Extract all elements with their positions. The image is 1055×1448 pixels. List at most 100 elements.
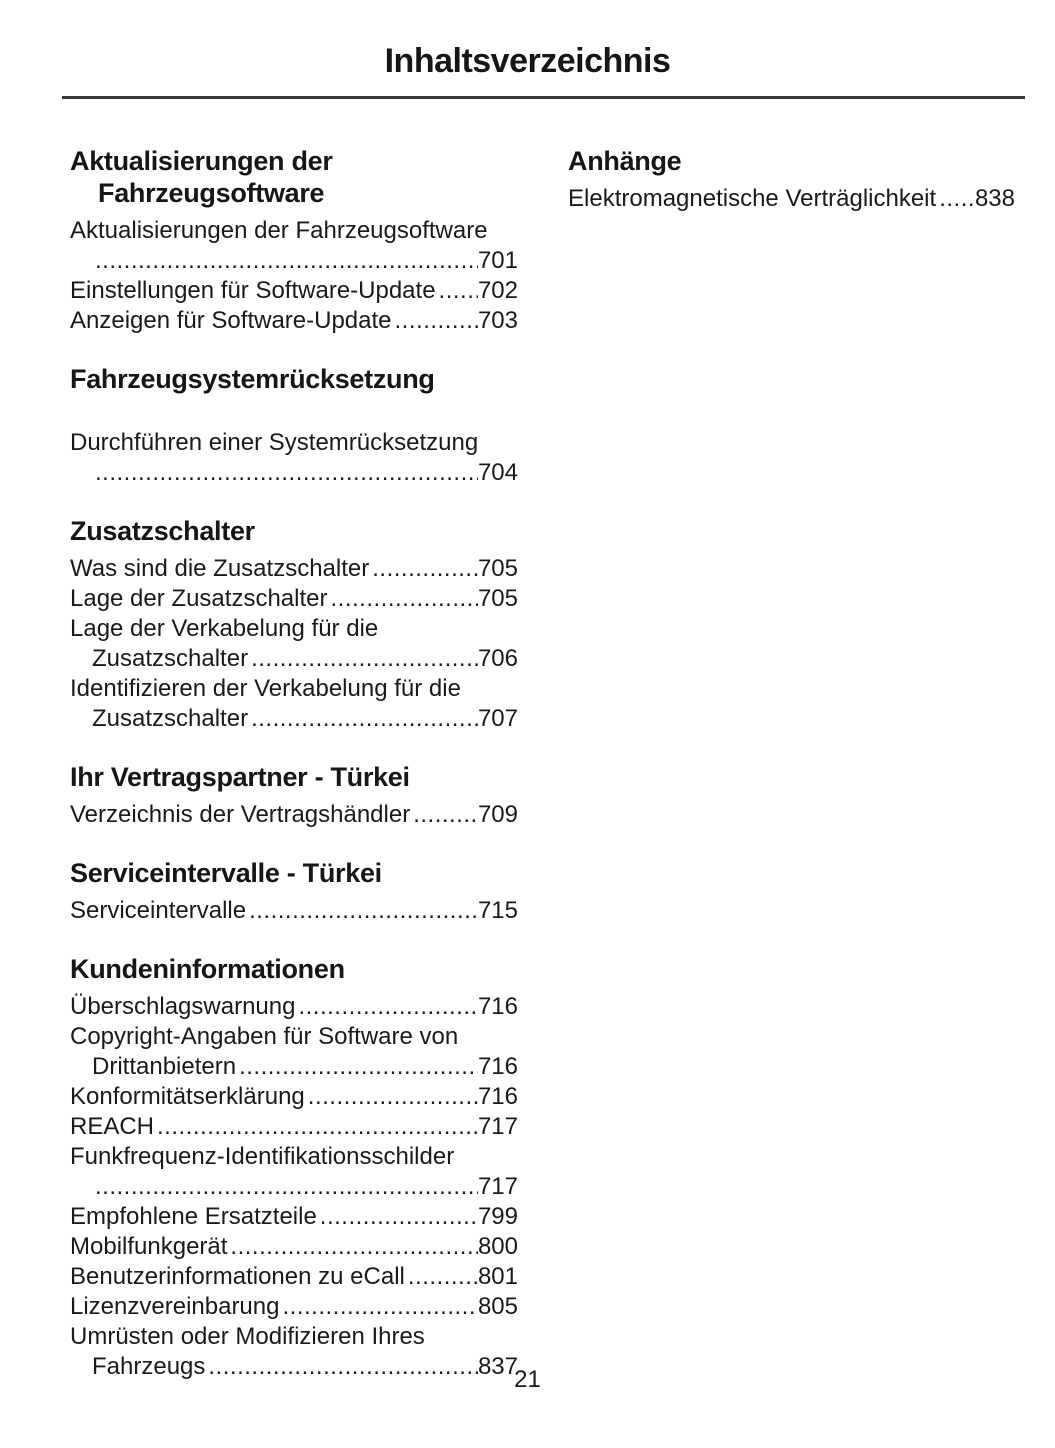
toc-entry: Lizenzvereinbarung 805 (70, 1292, 518, 1322)
toc-entry: Verzeichnis der Vertragshändler 709 (70, 800, 518, 830)
entry-page-ref: 705 (477, 555, 518, 582)
entry-page-ref: 801 (477, 1263, 518, 1290)
dot-leader (413, 800, 478, 830)
dot-leader (95, 246, 478, 276)
toc-entry-line: Anzeigen für Software-Update 703 (70, 306, 518, 336)
toc-entry-line: Identifizieren der Verkabelung für die (70, 674, 518, 704)
entry-text: Konformitätserklärung (70, 1083, 305, 1110)
section-heading: Anhänge (568, 145, 1015, 177)
dot-leader (395, 306, 478, 336)
entry-page-ref: 800 (477, 1233, 518, 1260)
toc-entry: Was sind die Zusatzschalter 705 (70, 554, 518, 584)
entry-page-ref: 706 (477, 645, 518, 672)
entry-page-ref: 799 (477, 1203, 518, 1230)
entry-text: Copyright-Angaben für Software von (70, 1023, 459, 1050)
toc-entry: Anzeigen für Software-Update 703 (70, 306, 518, 336)
dot-leader (298, 992, 477, 1022)
toc-section: Ihr Vertragspartner - Türkei Verzeichnis … (70, 761, 518, 830)
toc-entry-line: Lage der Zusatzschalter 705 (70, 584, 518, 614)
section-heading-line: Kundeninformationen (70, 954, 345, 984)
toc-entry: Mobilfunkgerät 800 (70, 1232, 518, 1262)
section-heading: Aktualisierungen der Fahrzeugsoftware (70, 145, 518, 209)
dot-leader (282, 1292, 477, 1322)
toc-entry: Benutzerinformationen zu eCall 801 (70, 1262, 518, 1292)
entry-page-ref: 707 (477, 705, 518, 732)
entry-page-ref: 716 (477, 1053, 518, 1080)
entry-page-ref: 704 (477, 459, 518, 486)
entry-page-ref: 838 (974, 185, 1015, 212)
toc-entry-line: Funkfrequenz-Identifikationsschilder (70, 1142, 518, 1172)
toc-entry-line: Zusatzschalter 706 (70, 644, 518, 674)
toc-entry: Empfohlene Ersatzteile 799 (70, 1202, 518, 1232)
toc-entry-line: Einstellungen für Software-Update 702 (70, 276, 518, 306)
entry-text: Zusatzschalter (92, 705, 249, 732)
toc-entry: Elektromagnetische Verträglichkeit 838 (568, 184, 1015, 214)
dot-leader (308, 1082, 478, 1112)
toc-entry-line: Durchführen einer Systemrücksetzung (70, 428, 518, 458)
toc-left-column: Aktualisierungen der Fahrzeugsoftware Aktu… (70, 145, 518, 1382)
entry-page-ref: 715 (477, 897, 518, 924)
dot-leader (439, 276, 478, 306)
entry-text: Was sind die Zusatzschalter (70, 555, 370, 582)
toc-entry: Umrüsten oder Modifizieren Ihres Fahrzeug… (70, 1322, 518, 1382)
dot-leader (939, 184, 975, 214)
toc-entry-line: Benutzerinformationen zu eCall 801 (70, 1262, 518, 1292)
section-heading-line: Fahrzeugsoftware (98, 178, 325, 208)
toc-entry: Serviceintervalle 715 (70, 896, 518, 926)
dot-leader (320, 1202, 478, 1232)
entry-text: Mobilfunkgerät (70, 1233, 228, 1260)
toc-entry-line: Zusatzschalter 707 (70, 704, 518, 734)
entry-page-ref: 701 (477, 247, 518, 274)
dot-leader (251, 704, 478, 734)
entry-text: Drittanbietern (92, 1053, 237, 1080)
dot-leader (157, 1112, 478, 1142)
toc-entry: REACH 717 (70, 1112, 518, 1142)
toc-entry-line: 717 (70, 1172, 518, 1202)
toc-entry-line: Drittanbietern 716 (70, 1052, 518, 1082)
dot-leader (372, 554, 478, 584)
dot-leader (249, 896, 478, 926)
entry-text: Verzeichnis der Vertragshändler (70, 801, 411, 828)
entry-text: Einstellungen für Software-Update (70, 277, 436, 304)
toc-entry: Copyright-Angaben für Software von Dritta… (70, 1022, 518, 1082)
entry-text: Durchführen einer Systemrücksetzung (70, 429, 479, 456)
toc-section: Kundeninformationen Überschlagswarnung 716… (70, 953, 518, 1382)
toc-entry-line: Fahrzeugs 837 (70, 1352, 518, 1382)
entry-page-ref: 717 (477, 1173, 518, 1200)
toc-entry-line: Lage der Verkabelung für die (70, 614, 518, 644)
toc-entry-line: Überschlagswarnung 716 (70, 992, 518, 1022)
toc-entry-line: Serviceintervalle 715 (70, 896, 518, 926)
toc-entry-line: Verzeichnis der Vertragshändler 709 (70, 800, 518, 830)
entry-page-ref: 716 (477, 1083, 518, 1110)
toc-section: Anhänge Elektromagnetische Verträglichkei… (568, 145, 1015, 214)
page-title: Inhaltsverzeichnis (384, 42, 671, 80)
entry-page-ref: 703 (477, 307, 518, 334)
toc-section: Fahrzeugsystemrücksetzung Durchführen ein… (70, 363, 518, 488)
toc-entry-line: Elektromagnetische Verträglichkeit 838 (568, 184, 1015, 214)
toc-entry: Konformitätserklärung 716 (70, 1082, 518, 1112)
section-heading-line: Aktualisierungen der (70, 146, 333, 176)
entry-text: Zusatzschalter (92, 645, 249, 672)
section-heading: Ihr Vertragspartner - Türkei (70, 761, 518, 793)
section-heading-line: Serviceintervalle - Türkei (70, 858, 382, 888)
entry-text: Identifizieren der Verkabelung für die (70, 675, 461, 702)
entry-text: Funkfrequenz-Identifikationsschilder (70, 1143, 455, 1170)
entry-text: Benutzerinformationen zu eCall (70, 1263, 405, 1290)
toc-right-column: Anhänge Elektromagnetische Verträglichkei… (568, 145, 1015, 1382)
section-heading-line: Anhänge (568, 146, 682, 176)
entry-text: Lage der Zusatzschalter (70, 585, 328, 612)
entry-text: Fahrzeugs (92, 1353, 206, 1380)
toc-entry-line: Empfohlene Ersatzteile 799 (70, 1202, 518, 1232)
toc-entry-line: Lizenzvereinbarung 805 (70, 1292, 518, 1322)
toc-entry: Identifizieren der Verkabelung für die Zu… (70, 674, 518, 734)
dot-leader (95, 1172, 478, 1202)
entry-text: REACH (70, 1113, 155, 1140)
dot-leader (330, 584, 477, 614)
entry-page-ref: 805 (477, 1293, 518, 1320)
toc-columns: Aktualisierungen der Fahrzeugsoftware Aktu… (0, 99, 1055, 1382)
toc-entry-line: Copyright-Angaben für Software von (70, 1022, 518, 1052)
toc-entry: Überschlagswarnung 716 (70, 992, 518, 1022)
section-heading: Kundeninformationen (70, 953, 518, 985)
entry-page-ref: 709 (477, 801, 518, 828)
